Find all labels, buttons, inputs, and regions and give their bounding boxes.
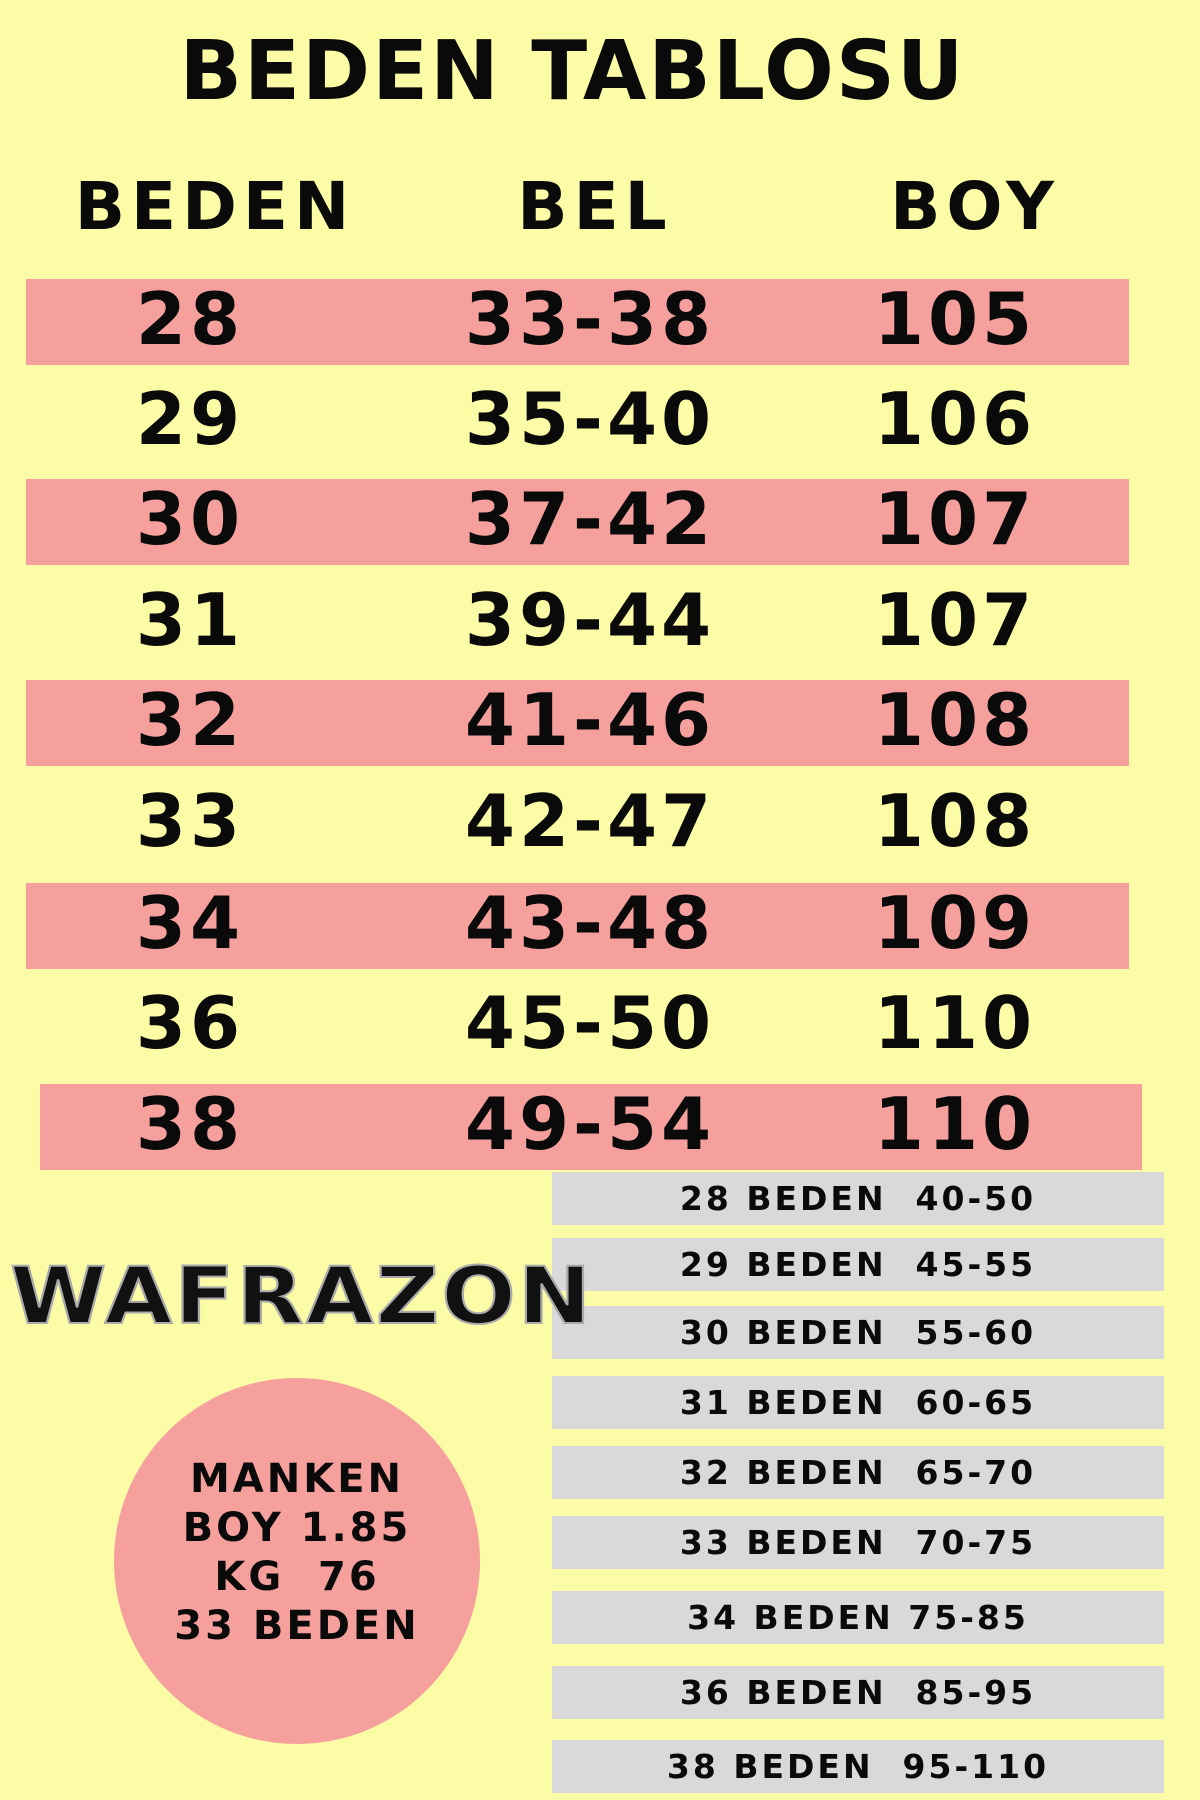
table-row: 29 35-40 106 [0, 375, 1200, 463]
cell-length: 108 [873, 678, 1037, 762]
cell-length: 110 [873, 981, 1037, 1065]
cell-waist: 35-40 [464, 377, 716, 461]
weight-guide-item: 30 BEDEN 55-60 [552, 1306, 1164, 1359]
weight-guide-item: 34 BEDEN 75-85 [552, 1591, 1164, 1644]
cell-size: 38 [135, 1082, 245, 1166]
cell-length: 107 [873, 578, 1037, 662]
table-row: 32 41-46 108 [0, 676, 1200, 766]
table-row: 38 49-54 110 [0, 1080, 1200, 1170]
weight-guide-item: 36 BEDEN 85-95 [552, 1666, 1164, 1719]
cell-length: 106 [873, 377, 1037, 461]
cell-waist: 41-46 [464, 678, 716, 762]
cell-size: 28 [135, 277, 245, 361]
cell-length: 105 [873, 277, 1037, 361]
brand-logo: WAFRAZON [9, 1252, 594, 1342]
table-row: 30 37-42 107 [0, 475, 1200, 565]
table-row: 34 43-48 109 [0, 879, 1200, 969]
model-line: BOY 1.85 [182, 1505, 412, 1551]
row-stripe [26, 279, 1129, 365]
row-stripe [40, 1084, 1142, 1170]
cell-waist: 37-42 [464, 477, 716, 561]
model-line: KG 76 [214, 1554, 380, 1600]
weight-guide-item: 38 BEDEN 95-110 [552, 1740, 1164, 1793]
row-stripe [26, 479, 1129, 565]
cell-waist: 42-47 [464, 779, 716, 863]
row-stripe [26, 680, 1129, 766]
cell-length: 107 [873, 477, 1037, 561]
cell-size: 34 [135, 881, 245, 965]
header-length: BOY [890, 168, 1060, 245]
cell-waist: 39-44 [464, 578, 716, 662]
cell-size: 29 [135, 377, 245, 461]
cell-size: 32 [135, 678, 245, 762]
cell-length: 109 [873, 881, 1037, 965]
weight-guide-item: 31 BEDEN 60-65 [552, 1376, 1164, 1429]
cell-waist: 43-48 [464, 881, 716, 965]
table-row: 28 33-38 105 [0, 275, 1200, 365]
table-row: 33 42-47 108 [0, 777, 1200, 865]
weight-guide-item: 28 BEDEN 40-50 [552, 1172, 1164, 1225]
cell-size: 30 [135, 477, 245, 561]
weight-guide-item: 32 BEDEN 65-70 [552, 1446, 1164, 1499]
cell-waist: 45-50 [464, 981, 716, 1065]
cell-length: 108 [873, 779, 1037, 863]
model-info: MANKEN BOY 1.85 KG 76 33 BEDEN [114, 1455, 480, 1651]
cell-length: 110 [873, 1082, 1037, 1166]
cell-waist: 49-54 [464, 1082, 716, 1166]
header-waist: BEL [517, 168, 673, 245]
table-row: 36 45-50 110 [0, 979, 1200, 1067]
cell-size: 36 [135, 981, 245, 1065]
row-stripe [26, 883, 1129, 969]
cell-waist: 33-38 [464, 277, 716, 361]
model-line: 33 BEDEN [174, 1603, 420, 1649]
weight-guide-item: 29 BEDEN 45-55 [552, 1238, 1164, 1291]
page-title: BEDEN TABLOSU [179, 24, 966, 119]
model-line: MANKEN [189, 1456, 405, 1502]
cell-size: 31 [135, 578, 245, 662]
header-size: BEDEN [74, 168, 356, 245]
cell-size: 33 [135, 779, 245, 863]
weight-guide-item: 33 BEDEN 70-75 [552, 1516, 1164, 1569]
model-info-circle [114, 1378, 480, 1744]
table-row: 31 39-44 107 [0, 576, 1200, 664]
